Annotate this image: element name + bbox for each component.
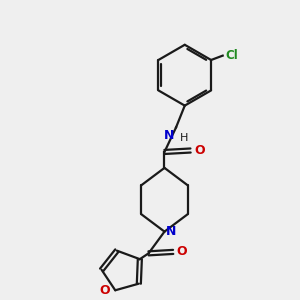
Text: N: N <box>166 225 176 238</box>
Text: Cl: Cl <box>226 49 238 62</box>
Text: H: H <box>179 133 188 142</box>
Text: O: O <box>177 245 187 258</box>
Text: N: N <box>164 129 175 142</box>
Text: O: O <box>194 144 205 157</box>
Text: O: O <box>99 284 110 297</box>
